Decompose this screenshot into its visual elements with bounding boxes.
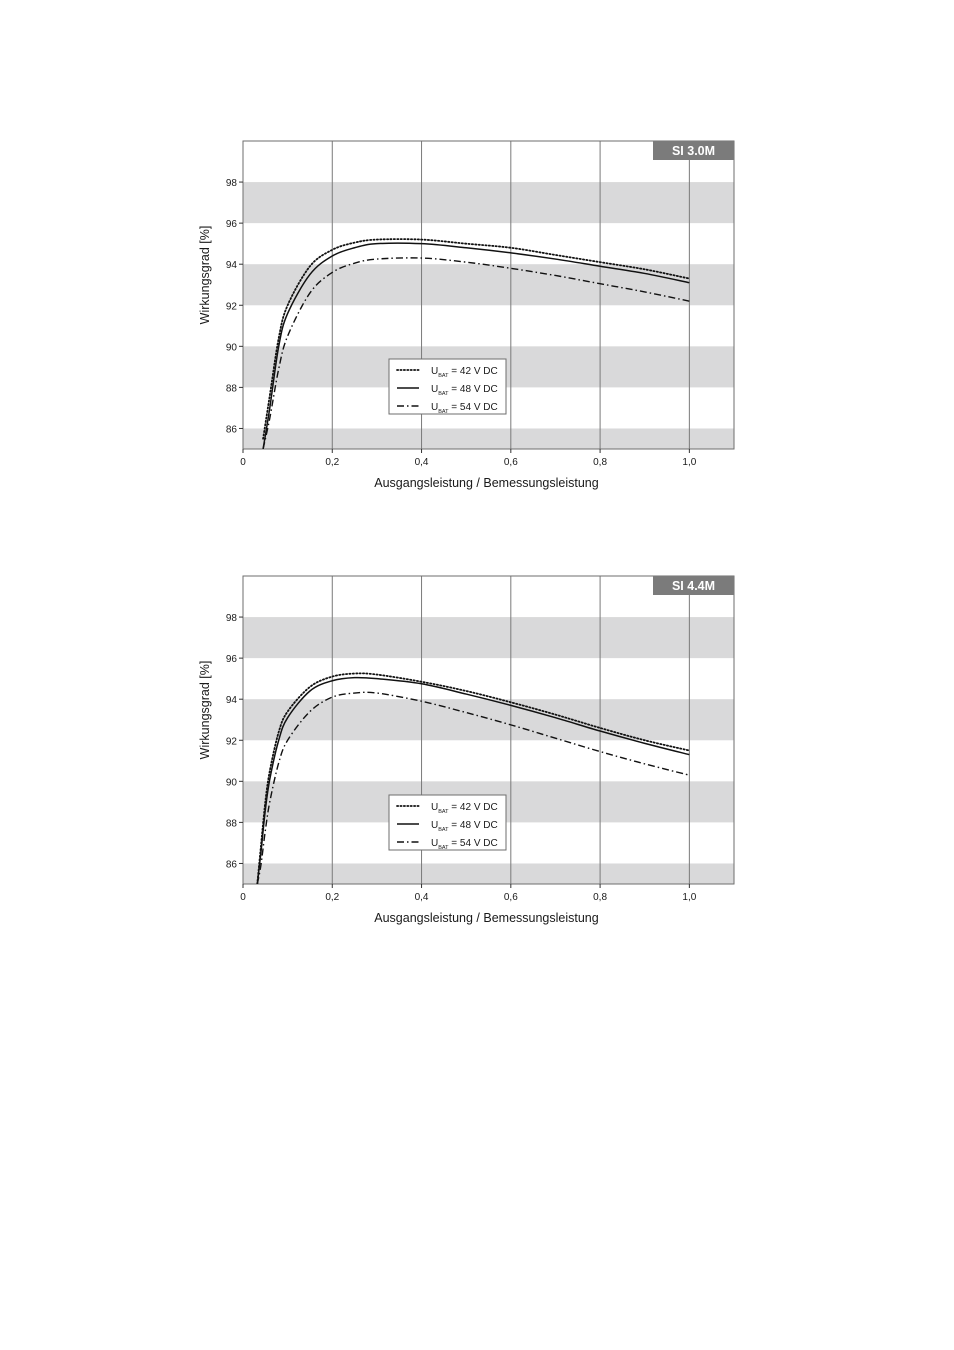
x-tick-label: 0 [240, 457, 246, 468]
y-tick-label: 88 [226, 383, 238, 394]
legend-label-main: U [431, 820, 438, 831]
x-tick-label: 0 [240, 892, 246, 903]
x-tick-label: 0,8 [593, 892, 607, 903]
legend-label-sub: BAT [438, 809, 449, 815]
grid-band [243, 863, 734, 884]
y-tick-label: 90 [226, 777, 238, 788]
legend-label-rest: = 48 V DC [449, 820, 498, 831]
y-axis: 86 88 90 92 94 96 98 [226, 178, 243, 435]
plot-frame [242, 140, 735, 450]
grid-band [243, 699, 734, 741]
series-line-dash-dot [256, 691, 690, 884]
y-tick-label: 98 [226, 613, 238, 624]
x-tick-label: 0,2 [325, 892, 339, 903]
series-group [256, 672, 691, 884]
legend-label: UBAT = 54 V DC [431, 838, 498, 851]
legend-label-main: U [431, 402, 438, 413]
legend-label-main: U [431, 366, 438, 377]
y-tick-label: 98 [226, 178, 238, 189]
x-tick-label: 0,4 [415, 892, 429, 903]
y-tick-label: 96 [226, 654, 238, 665]
legend-label-main: U [431, 384, 438, 395]
efficiency-chart-si30m: 86 88 90 92 94 96 98 0 0,2 0,4 0,6 0,8 1,0 Ausgangsle… [0, 120, 954, 520]
legend-box [388, 358, 507, 415]
model-badge-bg [653, 141, 734, 160]
x-tick-label: 1,0 [682, 892, 696, 903]
y-axis-title: Wirkungsgrad [%] [198, 226, 212, 325]
legend-label: UBAT = 48 V DC [431, 820, 498, 833]
legend-label-main: U [431, 838, 438, 849]
plot-frame [242, 575, 735, 885]
model-badge-label: SI 3.0M [672, 144, 715, 158]
x-tick-label: 0,4 [415, 457, 429, 468]
x-axis-title: Ausgangsleistung / Bemessungsleistung [374, 476, 598, 490]
legend-label: UBAT = 42 V DC [431, 802, 498, 815]
x-axis-title: Ausgangsleistung / Bemessungsleistung [374, 911, 598, 925]
x-tick-label: 0,6 [504, 892, 518, 903]
series-line-solid [262, 242, 690, 449]
grid-band [243, 617, 734, 659]
model-badge: SI 4.4M [653, 576, 734, 595]
vertical-grid [331, 576, 690, 884]
model-badge-bg [653, 576, 734, 595]
legend-label-sub: BAT [438, 827, 449, 833]
legend-label-rest: = 48 V DC [449, 384, 498, 395]
legend-label-sub: BAT [438, 409, 449, 415]
series-group [262, 238, 691, 449]
x-tick-label: 0,8 [593, 457, 607, 468]
y-tick-label: 90 [226, 342, 238, 353]
y-tick-label: 86 [226, 424, 238, 435]
chart-svg: 86 88 90 92 94 96 98 0 0,2 0,4 0,6 0,8 1,0 Ausgangsle… [198, 140, 735, 490]
background-bands [243, 617, 734, 884]
y-axis-title: Wirkungsgrad [%] [198, 661, 212, 760]
y-axis: 86 88 90 92 94 96 98 [226, 613, 243, 870]
legend-label-rest: = 54 V DC [449, 838, 498, 849]
grid-band [243, 182, 734, 224]
legend-label-sub: BAT [438, 373, 449, 379]
legend-label-main: U [431, 802, 438, 813]
x-axis: 0 0,2 0,4 0,6 0,8 1,0 [240, 449, 697, 468]
y-tick-label: 94 [226, 695, 238, 706]
series-line-dotted [262, 238, 691, 440]
legend-label-rest: = 42 V DC [449, 802, 498, 813]
grid-band [243, 264, 734, 306]
y-tick-label: 88 [226, 818, 238, 829]
series-line-solid [256, 676, 690, 884]
model-badge-label: SI 4.4M [672, 579, 715, 593]
efficiency-chart-si44m: 86 88 90 92 94 96 98 0 0,2 0,4 0,6 0,8 1,0 Ausgangsle… [0, 555, 954, 955]
legend-label-rest: = 42 V DC [449, 366, 498, 377]
x-axis: 0 0,2 0,4 0,6 0,8 1,0 [240, 884, 697, 903]
chart-svg: 86 88 90 92 94 96 98 0 0,2 0,4 0,6 0,8 1,0 Ausgangsle… [198, 575, 735, 925]
legend-label: UBAT = 42 V DC [431, 366, 498, 379]
legend-box [388, 794, 507, 851]
legend-label-sub: BAT [438, 845, 449, 851]
grid-band [243, 428, 734, 449]
series-line-dash-dot [262, 257, 690, 449]
y-tick-label: 92 [226, 736, 238, 747]
y-tick-label: 96 [226, 219, 238, 230]
series-line-dotted [256, 672, 691, 884]
y-tick-label: 94 [226, 260, 238, 271]
x-tick-label: 1,0 [682, 457, 696, 468]
x-tick-label: 0,6 [504, 457, 518, 468]
legend-label-sub: BAT [438, 391, 449, 397]
legend-label: UBAT = 48 V DC [431, 384, 498, 397]
legend-label-rest: = 54 V DC [449, 402, 498, 413]
model-badge: SI 3.0M [653, 141, 734, 160]
y-tick-label: 86 [226, 859, 238, 870]
legend-label: UBAT = 54 V DC [431, 402, 498, 415]
y-tick-label: 92 [226, 301, 238, 312]
x-tick-label: 0,2 [325, 457, 339, 468]
